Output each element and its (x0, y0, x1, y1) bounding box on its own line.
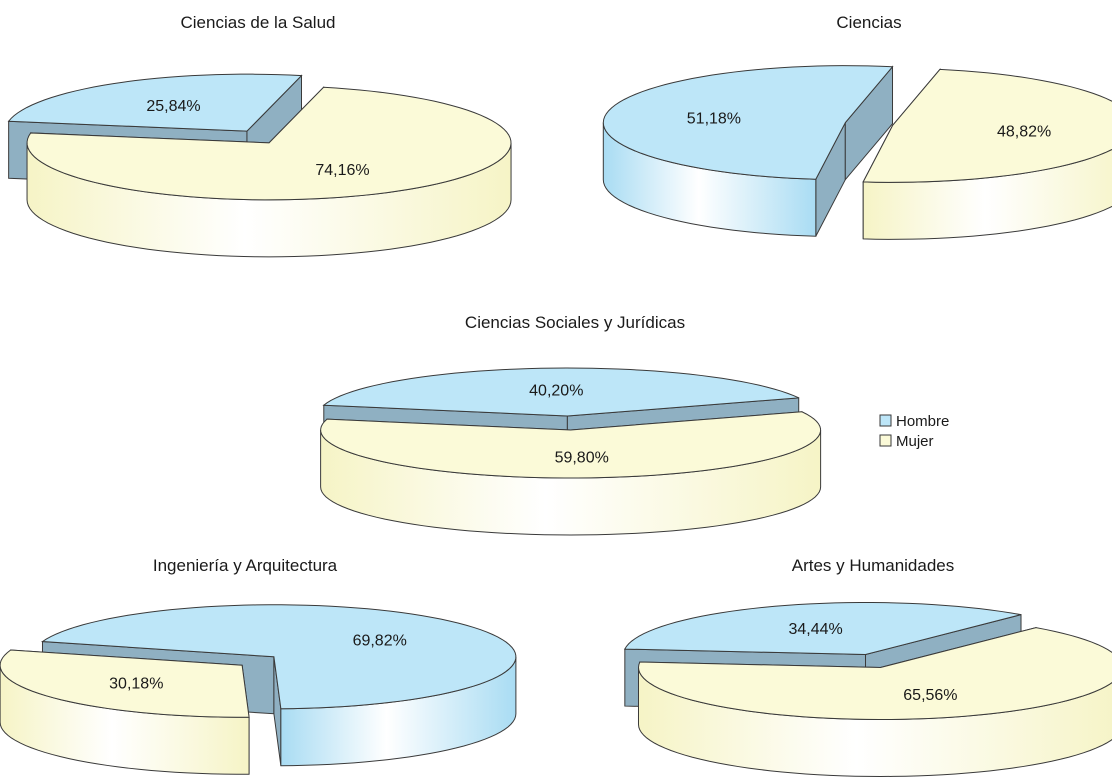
pie-slice-top (623, 602, 1022, 656)
legend-swatch-mujer (879, 434, 892, 447)
pie-slice-top (322, 367, 799, 417)
legend-label-hombre: Hombre (896, 413, 949, 430)
chart-title: Ciencias Sociales y Jurídicas (465, 313, 685, 332)
data-label: 40,20% (529, 383, 583, 400)
pie-chart-ciencias-de-la-salud: Ciencias de la Salud 25,84% 74,16% (7, 13, 512, 258)
pie-chart-artes-y-humanidades: Artes y Humanidades 34,44% 65,56% (623, 556, 1112, 777)
chart-title: Ingeniería y Arquitectura (153, 556, 338, 575)
legend-swatch-hombre (879, 414, 892, 427)
data-label: 59,80% (555, 449, 609, 466)
pie-chart-ciencias-sociales-y-juridicas: Ciencias Sociales y Jurídicas 40,20% 59,8… (320, 313, 822, 536)
data-label: 48,82% (997, 123, 1051, 140)
pie-slice-top (320, 411, 822, 479)
pie-slice-top (40, 604, 517, 710)
pie-chart-ingenieria-y-arquitectura: Ingeniería y Arquitectura 69,82% 30,18% (0, 556, 517, 775)
pie-slice-mujer: 65,56% (637, 627, 1112, 777)
data-label: 34,44% (788, 621, 842, 638)
data-label: 74,16% (315, 162, 369, 179)
legend: Hombre Mujer (879, 413, 949, 450)
pie-slice-top (602, 65, 894, 180)
pie-slice-mujer: 74,16% (26, 86, 512, 258)
pie-chart-ciencias: Ciencias 51,18% 48,82% (602, 13, 1112, 240)
data-label: 69,82% (353, 632, 407, 649)
pie-slice-top (26, 86, 512, 201)
chart-title: Artes y Humanidades (792, 556, 955, 575)
pie-slice-mujer: 48,82% (862, 68, 1112, 240)
data-label: 30,18% (109, 676, 163, 693)
pie-slice-mujer: 30,18% (0, 649, 250, 775)
legend-label-mujer: Mujer (896, 433, 934, 450)
chart-title: Ciencias (836, 13, 901, 32)
chart-title: Ciencias de la Salud (181, 13, 336, 32)
pie-slice-top (7, 73, 303, 132)
pie-slice-top (0, 649, 250, 718)
pie-slice-hombre: 51,18% (602, 65, 894, 237)
data-label: 25,84% (146, 98, 200, 115)
pie-slice-mujer: 59,80% (320, 411, 822, 536)
pie-slice-top (862, 68, 1112, 183)
pie-slice-top (637, 627, 1112, 720)
data-label: 51,18% (687, 111, 741, 128)
data-label: 65,56% (903, 687, 957, 704)
